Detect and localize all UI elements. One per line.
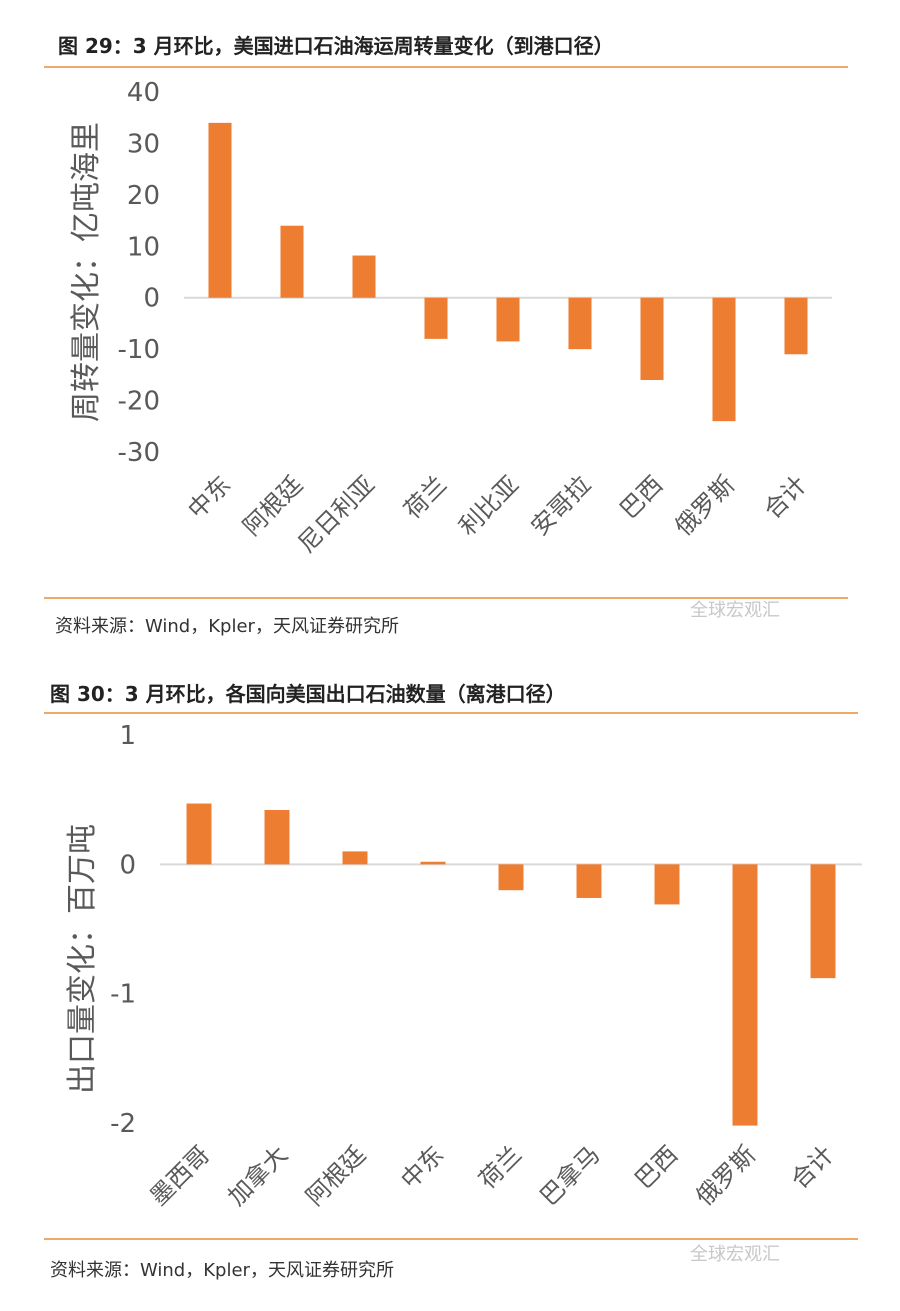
category-label: 巴西 [615, 470, 669, 524]
y-tick-label: -20 [118, 387, 160, 417]
bar [208, 122, 232, 298]
bar [640, 297, 664, 380]
watermark-text: 全球宏观汇 [690, 1244, 780, 1265]
category-label: 荷兰 [474, 1140, 528, 1194]
title-rule [44, 66, 848, 68]
bar [712, 297, 736, 422]
y-tick-label: 40 [127, 78, 160, 108]
bar [264, 810, 290, 865]
category-label: 加拿大 [223, 1140, 294, 1211]
bar [576, 864, 602, 898]
source-rule [44, 597, 848, 599]
y-tick-label: 10 [127, 232, 160, 262]
bar [186, 803, 212, 865]
y-tick-label: -1 [110, 980, 136, 1010]
category-label: 安哥拉 [526, 470, 597, 541]
category-label: 合计 [786, 1140, 840, 1194]
source-rule [44, 1238, 858, 1240]
y-tick-label: 0 [143, 284, 160, 314]
bar [568, 297, 592, 350]
category-label: 中东 [183, 470, 237, 524]
category-label: 阿根廷 [301, 1140, 372, 1211]
bar [810, 864, 836, 979]
bar [498, 864, 524, 891]
bar [342, 851, 368, 865]
watermark-text: 全球宏观汇 [690, 600, 780, 621]
source-note: 资料来源：Wind，Kpler，天风证券研究所 [55, 616, 399, 637]
bar [352, 255, 376, 298]
y-tick-label: 30 [127, 129, 160, 159]
y-tick-label: -30 [118, 438, 160, 468]
category-label: 俄罗斯 [691, 1140, 762, 1211]
bar [280, 225, 304, 298]
figure-30: 图 30：3 月环比，各国向美国出口石油数量（离港口径） 1 0 -1 -2 墨西哥 加拿… [0, 660, 900, 1311]
bar [732, 864, 758, 1126]
category-label: 利比亚 [454, 470, 525, 541]
bar-chart-30: 1 0 -1 -2 墨西哥 加拿大 阿根廷 中东 荷兰 巴拿马 巴西 俄罗斯 合计 出口量变化：百万吨 [65, 721, 862, 1211]
title-rule [44, 712, 858, 714]
category-label: 巴西 [630, 1140, 684, 1194]
figure-title: 图 30：3 月环比，各国向美国出口石油数量（离港口径） [50, 682, 566, 706]
category-label: 荷兰 [399, 470, 453, 524]
y-tick-label: -10 [118, 335, 160, 365]
y-axis-title: 出口量变化：百万吨 [65, 824, 100, 1094]
bar [420, 861, 446, 865]
figure-title: 图 29：3 月环比，美国进口石油海运周转量变化（到港口径） [58, 34, 614, 58]
y-tick-label: 0 [119, 850, 136, 880]
category-label: 中东 [396, 1140, 450, 1194]
bar [654, 864, 680, 905]
y-tick-label: 1 [119, 721, 136, 751]
figure-29: 图 29：3 月环比，美国进口石油海运周转量变化（到港口径） 40 30 20 10 0… [0, 0, 900, 650]
y-axis-title: 周转量变化：亿吨海里 [69, 122, 104, 422]
source-note: 资料来源：Wind，Kpler，天风证券研究所 [50, 1260, 394, 1281]
category-label: 合计 [759, 470, 813, 524]
category-label: 墨西哥 [145, 1140, 216, 1211]
category-label: 俄罗斯 [670, 470, 741, 541]
y-tick-label: 20 [127, 181, 160, 211]
y-tick-label: -2 [110, 1109, 136, 1139]
bar [784, 297, 808, 355]
category-label: 尼日利亚 [293, 470, 381, 558]
category-label: 阿根廷 [238, 470, 309, 541]
bar [424, 297, 448, 339]
category-label: 巴拿马 [535, 1140, 606, 1211]
bar [496, 297, 520, 342]
